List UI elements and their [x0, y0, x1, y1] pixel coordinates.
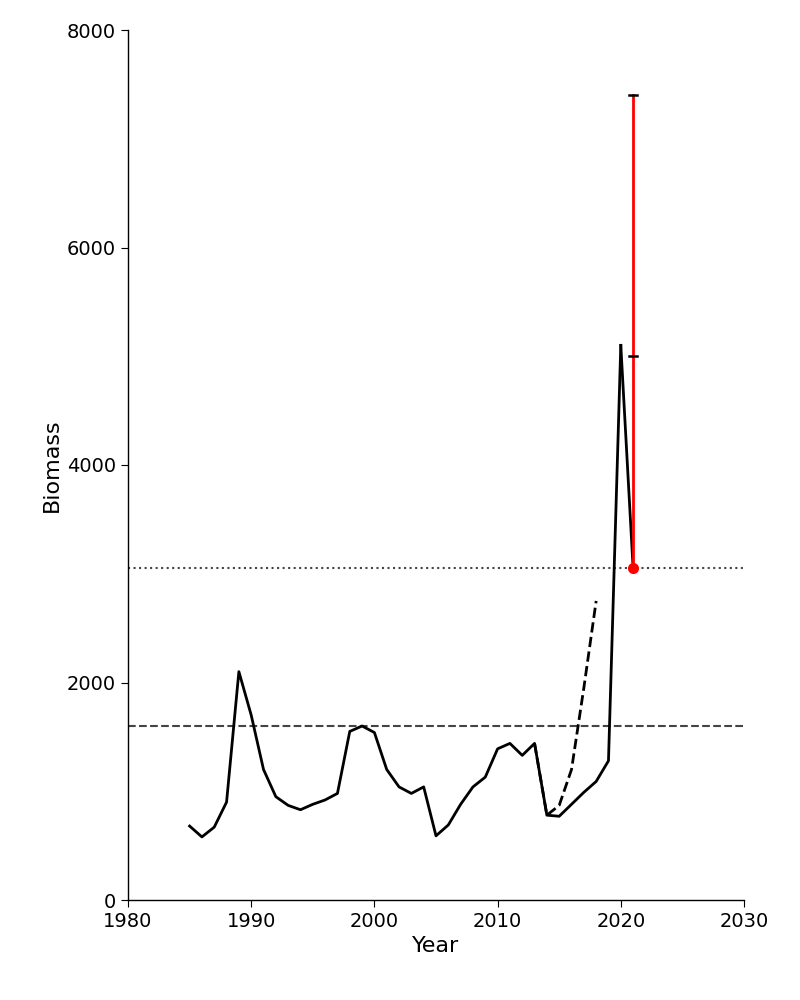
X-axis label: Year: Year — [412, 936, 460, 956]
Y-axis label: Biomass: Biomass — [42, 418, 62, 512]
